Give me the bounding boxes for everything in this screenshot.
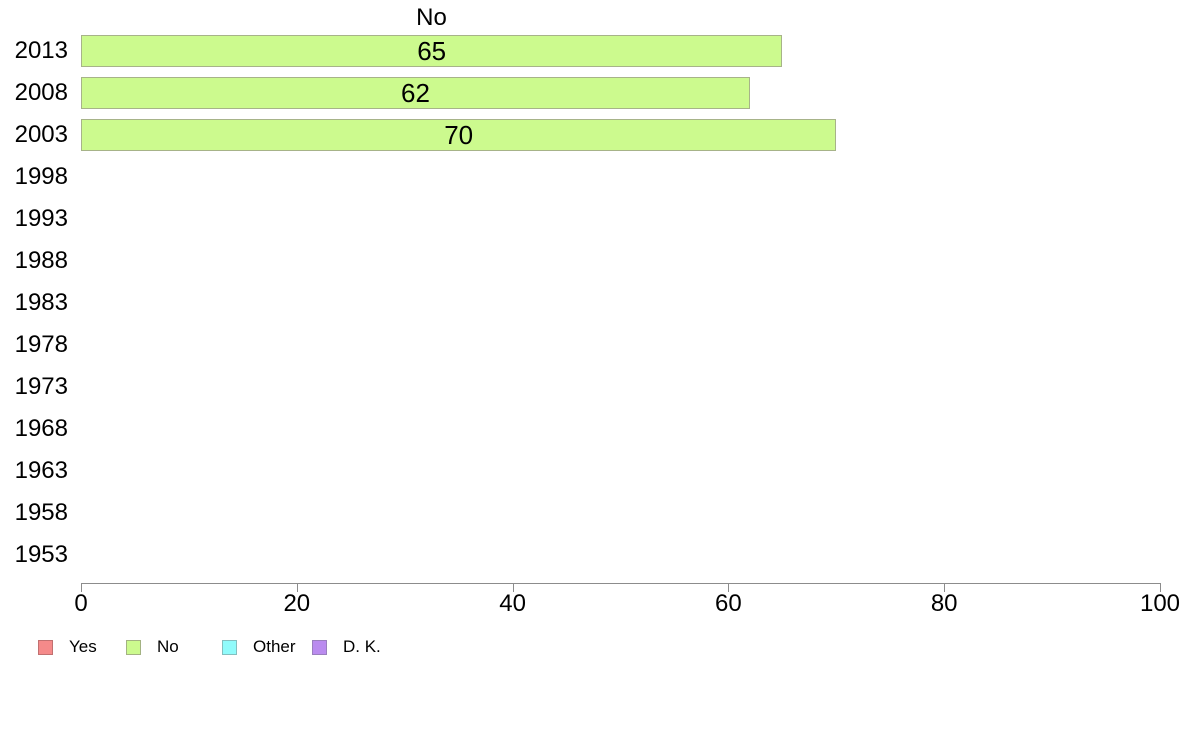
legend-label: Yes — [69, 637, 97, 656]
y-axis-label: 1973 — [14, 373, 68, 400]
bar-2003: 70 — [81, 119, 837, 151]
y-axis-label: 1988 — [14, 247, 68, 274]
bar-row-1973: 1973 — [0, 366, 1188, 408]
x-axis-tick — [296, 584, 298, 592]
y-axis-label: 1968 — [14, 415, 68, 442]
legend-swatch-no — [126, 639, 141, 655]
y-axis-label: 1998 — [14, 163, 68, 190]
bar-row-2003: 2003 70 — [0, 114, 1188, 156]
bar-row-1978: 1978 — [0, 324, 1188, 366]
bar-row-1963: 1963 — [0, 450, 1188, 492]
x-axis-line — [81, 583, 1161, 584]
y-axis-label: 2013 — [14, 37, 68, 64]
legend-swatch-d-k — [312, 639, 327, 655]
bar-row-1993: 1993 — [0, 198, 1188, 240]
x-axis-tick — [81, 584, 82, 592]
legend-item-other: Other — [222, 636, 296, 658]
bar-row-1958: 1958 — [0, 492, 1188, 534]
bar-value-label: 62 — [401, 78, 430, 108]
x-axis-tick — [944, 584, 946, 592]
x-axis-tick-label: 60 — [715, 590, 742, 617]
bar-row-1953: 1953 — [0, 534, 1188, 576]
legend-swatch-yes — [38, 639, 53, 655]
bar-row-1988: 1988 — [0, 240, 1188, 282]
legend-item-no: No — [126, 636, 179, 658]
y-axis-label: 1953 — [14, 541, 68, 568]
legend-label: No — [157, 637, 179, 656]
legend-label: D. K. — [343, 637, 381, 656]
y-axis-label: 1983 — [14, 289, 68, 316]
legend-item-yes: Yes — [38, 636, 97, 658]
legend-label: Other — [253, 637, 296, 656]
y-axis-label: 1978 — [14, 331, 68, 358]
y-axis-label: 2003 — [14, 121, 68, 148]
legend-item-d-k: D. K. — [312, 636, 381, 658]
y-axis-label: 2008 — [14, 79, 68, 106]
bar-2013: 65 — [81, 35, 783, 67]
x-axis-tick — [512, 584, 514, 592]
bar-row-2013: 2013 65 — [0, 30, 1188, 72]
bar-value-label: 65 — [417, 36, 447, 66]
x-axis-tick-label: 0 — [74, 590, 88, 617]
legend-swatch-other — [222, 639, 237, 655]
chart-title: No — [416, 4, 447, 31]
y-axis-label: 1963 — [14, 457, 68, 484]
y-axis-label: 1993 — [14, 205, 68, 232]
bar-2008: 62 — [81, 77, 750, 109]
bar-row-1998: 1998 — [0, 156, 1188, 198]
bar-row-1968: 1968 — [0, 408, 1188, 450]
x-axis-tick-label: 40 — [499, 590, 526, 617]
bar-row-1983: 1983 — [0, 282, 1188, 324]
y-axis-label: 1958 — [14, 499, 68, 526]
x-axis-tick — [728, 584, 730, 592]
bar-row-2008: 2008 62 — [0, 72, 1188, 114]
x-axis-tick-label: 20 — [283, 590, 311, 617]
x-axis-tick-label: 80 — [930, 590, 958, 617]
bar-value-label: 70 — [444, 120, 474, 150]
x-axis-tick — [1160, 584, 1161, 592]
x-axis-tick-label: 100 — [1139, 590, 1181, 617]
